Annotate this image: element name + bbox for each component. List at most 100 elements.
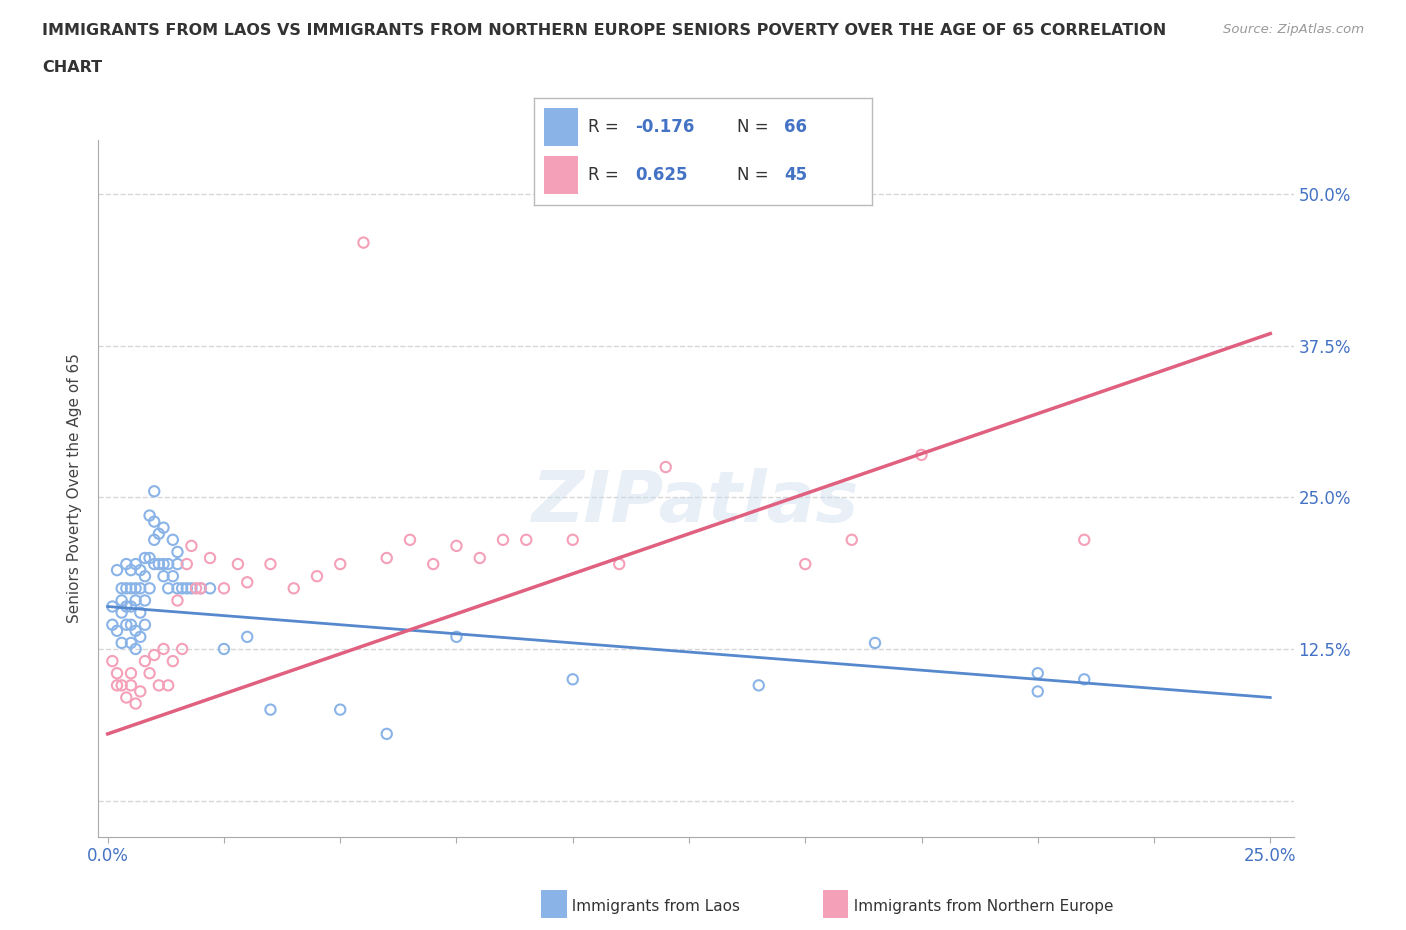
Point — [283, 581, 305, 596]
Point — [1073, 532, 1095, 547]
Point — [190, 581, 212, 596]
Point — [468, 551, 491, 565]
Point — [129, 581, 152, 596]
Point — [152, 520, 174, 535]
Point — [105, 666, 128, 681]
Point — [166, 557, 188, 572]
Point — [198, 581, 221, 596]
Point — [184, 581, 207, 596]
Point — [111, 678, 134, 693]
Point — [166, 581, 188, 596]
Point — [138, 508, 160, 523]
Point — [134, 551, 156, 565]
Point — [259, 557, 281, 572]
Point — [329, 557, 352, 572]
Point — [124, 642, 146, 657]
Point — [115, 599, 138, 614]
Point — [1026, 666, 1049, 681]
Point — [129, 630, 152, 644]
Point — [157, 581, 180, 596]
Point — [105, 623, 128, 638]
Point — [148, 678, 170, 693]
Point — [166, 593, 188, 608]
Point — [152, 642, 174, 657]
Point — [134, 618, 156, 632]
Point — [143, 484, 166, 498]
Point — [1026, 684, 1049, 698]
Text: R =: R = — [588, 166, 624, 184]
Point — [120, 618, 142, 632]
Text: Immigrants from Northern Europe: Immigrants from Northern Europe — [844, 899, 1114, 914]
Point — [152, 569, 174, 584]
Point — [561, 532, 583, 547]
Point — [162, 569, 184, 584]
Point — [157, 678, 180, 693]
Point — [143, 647, 166, 662]
Point — [124, 557, 146, 572]
Point — [134, 654, 156, 669]
Text: N =: N = — [737, 118, 773, 136]
Point — [910, 447, 932, 462]
Point — [120, 678, 142, 693]
Text: 45: 45 — [785, 166, 807, 184]
Point — [422, 557, 444, 572]
Point — [129, 563, 152, 578]
Point — [180, 538, 202, 553]
Point — [212, 642, 235, 657]
Point — [111, 581, 134, 596]
Text: IMMIGRANTS FROM LAOS VS IMMIGRANTS FROM NORTHERN EUROPE SENIORS POVERTY OVER THE: IMMIGRANTS FROM LAOS VS IMMIGRANTS FROM … — [42, 23, 1167, 38]
Point — [515, 532, 537, 547]
Point — [101, 618, 124, 632]
Point — [607, 557, 630, 572]
Point — [101, 599, 124, 614]
Point — [375, 726, 398, 741]
Point — [120, 581, 142, 596]
Point — [399, 532, 422, 547]
Point — [143, 514, 166, 529]
Point — [794, 557, 817, 572]
Point — [105, 563, 128, 578]
Point — [120, 563, 142, 578]
Point — [124, 623, 146, 638]
Point — [305, 569, 328, 584]
Point — [353, 235, 375, 250]
Point — [841, 532, 863, 547]
Point — [198, 551, 221, 565]
Text: Source: ZipAtlas.com: Source: ZipAtlas.com — [1223, 23, 1364, 36]
Point — [115, 690, 138, 705]
Point — [124, 697, 146, 711]
Point — [138, 666, 160, 681]
Bar — [544, 109, 578, 146]
Point — [129, 605, 152, 620]
Point — [166, 544, 188, 559]
Text: CHART: CHART — [42, 60, 103, 75]
Point — [259, 702, 281, 717]
Point — [120, 635, 142, 650]
Bar — [544, 156, 578, 194]
Point — [101, 654, 124, 669]
Point — [329, 702, 352, 717]
Point — [863, 635, 886, 650]
Text: -0.176: -0.176 — [636, 118, 695, 136]
Text: 0.625: 0.625 — [636, 166, 688, 184]
Point — [148, 526, 170, 541]
Point — [176, 557, 198, 572]
Point — [152, 557, 174, 572]
Point — [129, 684, 152, 698]
Point — [148, 557, 170, 572]
Point — [134, 569, 156, 584]
Point — [105, 678, 128, 693]
Point — [157, 557, 180, 572]
Point — [138, 551, 160, 565]
Point — [111, 605, 134, 620]
Point — [748, 678, 770, 693]
Point — [655, 459, 678, 474]
Text: ZIPatlas: ZIPatlas — [533, 468, 859, 537]
Point — [172, 581, 194, 596]
Text: 66: 66 — [785, 118, 807, 136]
Point — [124, 581, 146, 596]
Point — [124, 593, 146, 608]
Point — [226, 557, 249, 572]
Point — [138, 581, 160, 596]
Point — [212, 581, 235, 596]
